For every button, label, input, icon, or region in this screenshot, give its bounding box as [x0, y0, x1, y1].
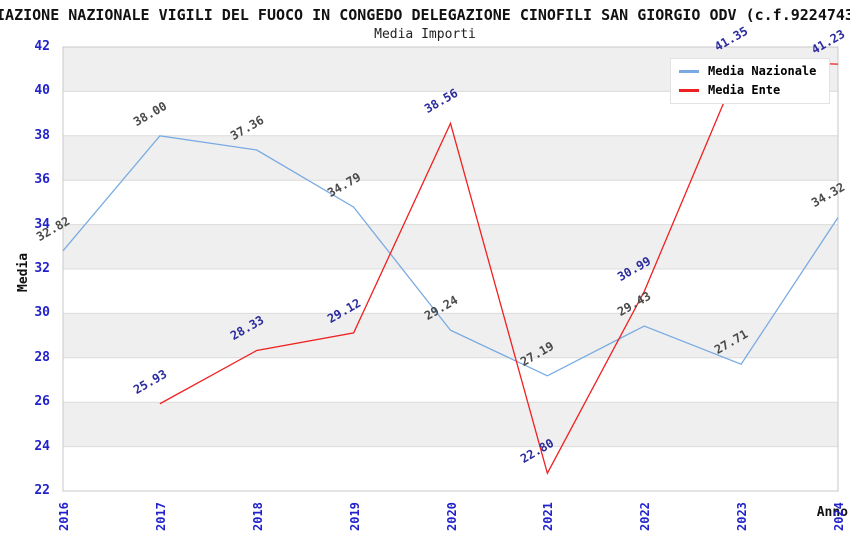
y-tick-label: 34: [34, 216, 50, 232]
chart-subtitle: Media Importi: [374, 27, 476, 42]
y-tick-label: 38: [34, 127, 50, 143]
y-tick-label: 32: [34, 261, 50, 276]
x-tick-label: 2021: [541, 502, 556, 531]
plot-band: [63, 313, 838, 358]
y-tick-label: 36: [34, 172, 50, 188]
plot-band: [63, 357, 838, 403]
x-tick-label: 2017: [153, 502, 168, 531]
legend-item-media-ente: Media Ente: [679, 83, 821, 97]
y-tick-label: 40: [34, 83, 50, 99]
legend: Media Nazionale Media Ente: [670, 58, 830, 104]
plot-band: [63, 269, 838, 314]
plot-band: [63, 402, 838, 447]
y-tick-label: 26: [34, 394, 50, 410]
y-tick-label: 24: [34, 438, 50, 454]
legend-swatch-media-nazionale-icon: [679, 69, 699, 73]
plot-band: [63, 224, 838, 269]
y-tick-label: 42: [34, 39, 50, 54]
plot-band: [63, 446, 838, 491]
x-tick-label: 2020: [444, 502, 459, 531]
legend-swatch-media-ente-icon: [679, 88, 699, 92]
chart-title: IAZIONE NAZIONALE VIGILI DEL FUOCO IN CO…: [0, 6, 850, 24]
legend-label-media-nazionale: Media Nazionale: [708, 64, 817, 78]
x-tick-label: 2019: [347, 502, 362, 531]
y-tick-label: 28: [34, 349, 50, 365]
plot-border: [62, 46, 839, 492]
x-tick-label: 2016: [57, 502, 71, 531]
x-tick-label: 2022: [638, 502, 653, 531]
legend-label-media-ente: Media Ente: [708, 83, 781, 97]
series-line-media-nazionale: [62, 135, 839, 377]
x-tick-label: 2024: [832, 502, 846, 531]
plot-band: [63, 180, 838, 225]
x-axis-title: Anno: [816, 505, 848, 520]
y-tick-label: 22: [34, 483, 50, 498]
legend-item-media-nazionale: Media Nazionale: [679, 64, 821, 78]
plot-band: [63, 135, 838, 181]
x-tick-label: 2023: [735, 502, 750, 531]
x-tick-label: 2018: [250, 502, 265, 531]
y-tick-label: 30: [34, 305, 50, 321]
